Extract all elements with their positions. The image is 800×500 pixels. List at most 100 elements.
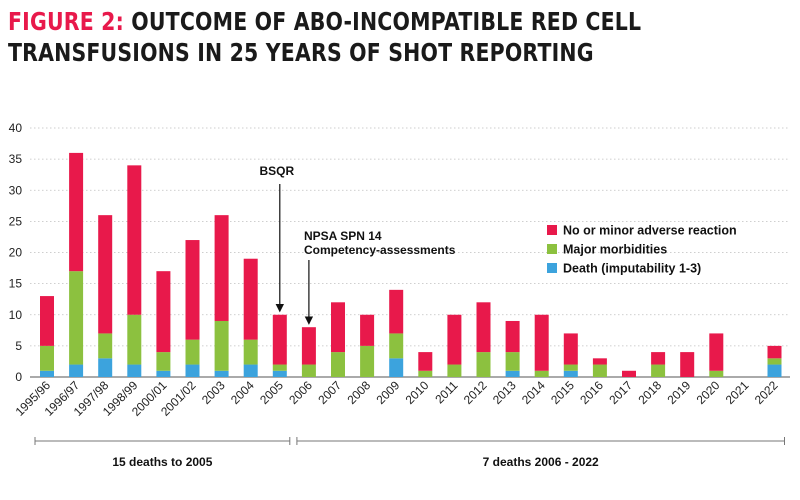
y-tick-label: 25 (9, 214, 23, 228)
legend: No or minor adverse reaction Major morbid… (547, 224, 737, 276)
figure-label: FIGURE 2: (8, 7, 124, 36)
bar-segment (156, 271, 171, 353)
bar-segment (505, 320, 520, 353)
bar-segment (767, 358, 782, 365)
bar-segment (534, 314, 549, 371)
x-tick-label: 2013 (490, 378, 519, 407)
bar-segment (709, 370, 724, 377)
x-tick-label: 2003 (199, 378, 228, 407)
bar-segment (69, 364, 84, 377)
bar-segment (360, 314, 375, 346)
annotation-npsa-line1: NPSA SPN 14 (304, 229, 382, 243)
bar-segment (476, 352, 491, 377)
x-tick-label: 2016 (577, 378, 606, 407)
x-tick-label: 2004 (228, 378, 257, 407)
bar-segment (185, 364, 200, 377)
x-tick-label: 2012 (461, 378, 490, 407)
bar-segment (534, 370, 549, 377)
bar-segment (709, 333, 724, 371)
bar-segment (127, 314, 142, 365)
x-tick-label: 2014 (519, 378, 548, 407)
bar-segment (98, 215, 113, 334)
bar-segment (301, 364, 316, 377)
bar-segment (243, 339, 258, 365)
bar-segment (651, 352, 666, 365)
chart-title: FIGURE 2: OUTCOME OF ABO-INCOMPATIBLE RE… (8, 6, 641, 68)
title-line-2: TRANSFUSIONS IN 25 YEARS OF SHOT REPORTI… (8, 38, 594, 67)
legend-label: No or minor adverse reaction (563, 224, 737, 238)
x-tick-label: 2018 (635, 378, 664, 407)
bar-segment (563, 370, 578, 377)
bar-segment (156, 370, 171, 377)
bar-segment (243, 364, 258, 377)
y-tick-label: 10 (9, 308, 23, 322)
bar-segment (505, 370, 520, 377)
group-label: 15 deaths to 2005 (112, 455, 212, 469)
bar-segment (185, 339, 200, 365)
x-tick-label: 2020 (694, 378, 723, 407)
annotation-npsa-line2: Competency-assessments (304, 243, 456, 257)
x-tick-label: 2017 (606, 378, 635, 407)
legend-swatch (547, 263, 557, 273)
bar-segment (272, 370, 287, 377)
bar-segment (563, 333, 578, 365)
y-tick-label: 30 (9, 183, 23, 197)
y-tick-label: 20 (9, 246, 23, 260)
bar-segment (301, 327, 316, 365)
x-tick-label: 2022 (752, 378, 781, 407)
bar-segment (214, 370, 229, 377)
period-groups: 15 deaths to 2005 7 deaths 2006 - 2022 (34, 437, 785, 469)
bar-segment (98, 358, 113, 377)
bar-segment (127, 364, 142, 377)
x-axis-ticks: 1995/961996/971997/981998/992000/012001/… (13, 378, 781, 419)
bar-segment (389, 333, 404, 359)
bar-segment (40, 296, 54, 346)
x-tick-label: 2015 (548, 378, 577, 407)
bar-segment (418, 370, 433, 377)
bar-segment (418, 352, 433, 371)
bar-segment (214, 215, 229, 321)
bar-segment (272, 364, 287, 371)
bar-segment (476, 302, 491, 353)
bar-segment (680, 352, 695, 377)
bar-segment (592, 358, 607, 365)
bar-segment (447, 364, 462, 377)
bar-segment (622, 370, 636, 377)
annotation-bsqr: BSQR (259, 164, 294, 178)
legend-label: Major morbidities (563, 243, 667, 257)
bar-segment (98, 333, 113, 359)
group-label: 7 deaths 2006 - 2022 (483, 455, 599, 469)
x-tick-label: 2007 (315, 378, 344, 407)
y-tick-label: 0 (15, 370, 22, 384)
x-tick-label: 2019 (665, 378, 694, 407)
bar-segment (243, 258, 258, 340)
bar-segment (767, 345, 782, 359)
y-tick-label: 40 (9, 121, 23, 135)
bar-segment (40, 345, 54, 371)
bar-segment (331, 352, 345, 377)
y-tick-label: 35 (9, 152, 23, 166)
y-tick-label: 5 (15, 339, 22, 353)
legend-swatch (547, 225, 557, 235)
bar-segment (214, 320, 229, 371)
bar-segment (389, 289, 404, 334)
y-tick-label: 15 (9, 277, 23, 291)
x-tick-label: 2008 (344, 378, 373, 407)
bar-segment (40, 370, 54, 377)
bar-segment (563, 364, 578, 371)
x-tick-label: 2011 (432, 378, 460, 406)
y-axis-ticks: 0 5 10 15 20 25 30 35 40 (9, 121, 23, 384)
bar-segment (651, 364, 666, 377)
bar-segment (447, 314, 462, 365)
title-line-1: OUTCOME OF ABO-INCOMPATIBLE RED CELL (131, 7, 642, 36)
x-tick-label: 2009 (374, 378, 403, 407)
x-tick-label: 2021 (723, 378, 752, 407)
x-tick-label: 2006 (286, 378, 315, 407)
x-tick-label: 2005 (257, 378, 286, 407)
legend-swatch (547, 244, 557, 254)
bar-segment (331, 302, 345, 353)
bar-segment (272, 314, 287, 365)
legend-label: Death (imputability 1-3) (563, 262, 701, 276)
bar-segment (389, 358, 404, 377)
